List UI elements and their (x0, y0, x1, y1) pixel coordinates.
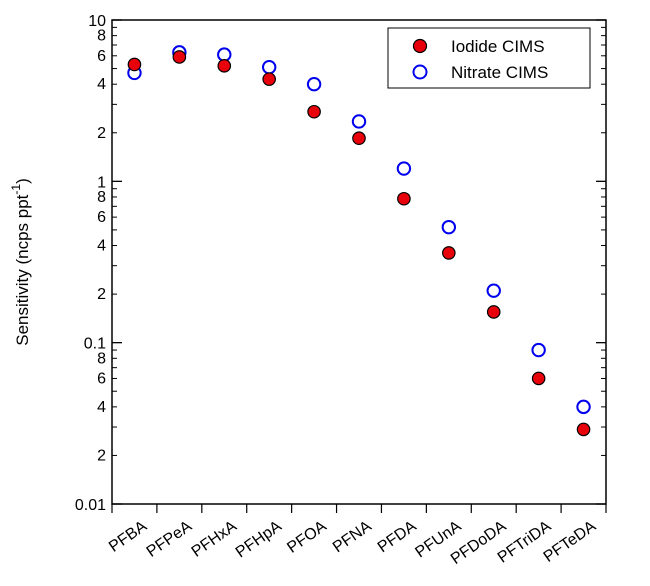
nitrate-point (306, 77, 322, 92)
nitrate-point (486, 283, 501, 298)
y-minor-tick-label: 2 (97, 125, 106, 142)
nitrate-point (576, 399, 591, 415)
nitrate-point (531, 342, 546, 358)
legend: Iodide CIMS Nitrate CIMS (387, 27, 591, 89)
iodide-point (172, 50, 187, 64)
x-category-label: PFPeA (144, 518, 196, 561)
y-minor-tick-label: 2 (97, 447, 106, 464)
legend-label-nitrate: Nitrate CIMS (451, 63, 548, 82)
iodide-point (531, 371, 546, 386)
y-tick-label: 1 (97, 174, 106, 191)
legend-marker-nitrate (412, 64, 428, 80)
y-minor-tick-label: 4 (97, 238, 106, 255)
legend-marker-iodide (412, 38, 428, 54)
iodide-point (217, 59, 232, 73)
nitrate-point (396, 161, 412, 176)
iodide-point (442, 246, 456, 260)
y-minor-tick-label: 8 (97, 28, 106, 45)
iodide-point (262, 72, 276, 86)
x-category-label: PFNA (330, 518, 375, 557)
y-axis-title-main: Sensitivity (ncps ppt (13, 194, 32, 345)
y-tick-label: 0.1 (84, 336, 106, 353)
y-axis-title: Sensitivity (ncps ppt-1) (9, 178, 32, 346)
legend-label-iodide: Iodide CIMS (451, 37, 545, 56)
y-tick-label: 0.01 (75, 497, 106, 514)
x-category-label: PFHxA (189, 518, 241, 561)
y-tick-label: 10 (88, 13, 106, 30)
iodide-point (576, 422, 591, 437)
y-minor-tick-label: 4 (97, 76, 106, 93)
y-minor-tick-label: 4 (97, 399, 106, 416)
y-axis: 0.01 0.1 1 10 2 4 6 8 2 4 6 8 2 4 6 8 (75, 13, 606, 514)
nitrate-point (261, 59, 277, 75)
x-category-label: PFOA (284, 518, 330, 557)
plot-area (111, 19, 607, 505)
iodide-point (486, 305, 501, 319)
nitrate-point (351, 114, 367, 129)
x-category-label: PFBA (106, 518, 150, 556)
nitrate-point (441, 219, 457, 235)
y-minor-tick-label: 6 (97, 48, 106, 65)
y-axis-title-suffix: ) (13, 178, 32, 184)
x-category-label: PFDA (375, 518, 420, 557)
plot-frame (111, 19, 607, 505)
iodide-point (307, 104, 321, 119)
y-minor-tick-label: 8 (97, 350, 106, 367)
iodide-point (352, 131, 366, 146)
y-minor-tick-label: 8 (97, 189, 106, 206)
y-minor-tick-label: 6 (97, 370, 106, 387)
y-axis-title-superscript: -1 (9, 184, 23, 195)
iodide-point (127, 57, 142, 72)
y-minor-tick-label: 6 (97, 209, 106, 226)
iodide-point (397, 191, 411, 206)
nitrate-point (217, 47, 232, 62)
y-minor-tick-label: 2 (97, 286, 106, 303)
data-points (127, 45, 591, 437)
x-category-label: PFHpA (233, 518, 285, 562)
